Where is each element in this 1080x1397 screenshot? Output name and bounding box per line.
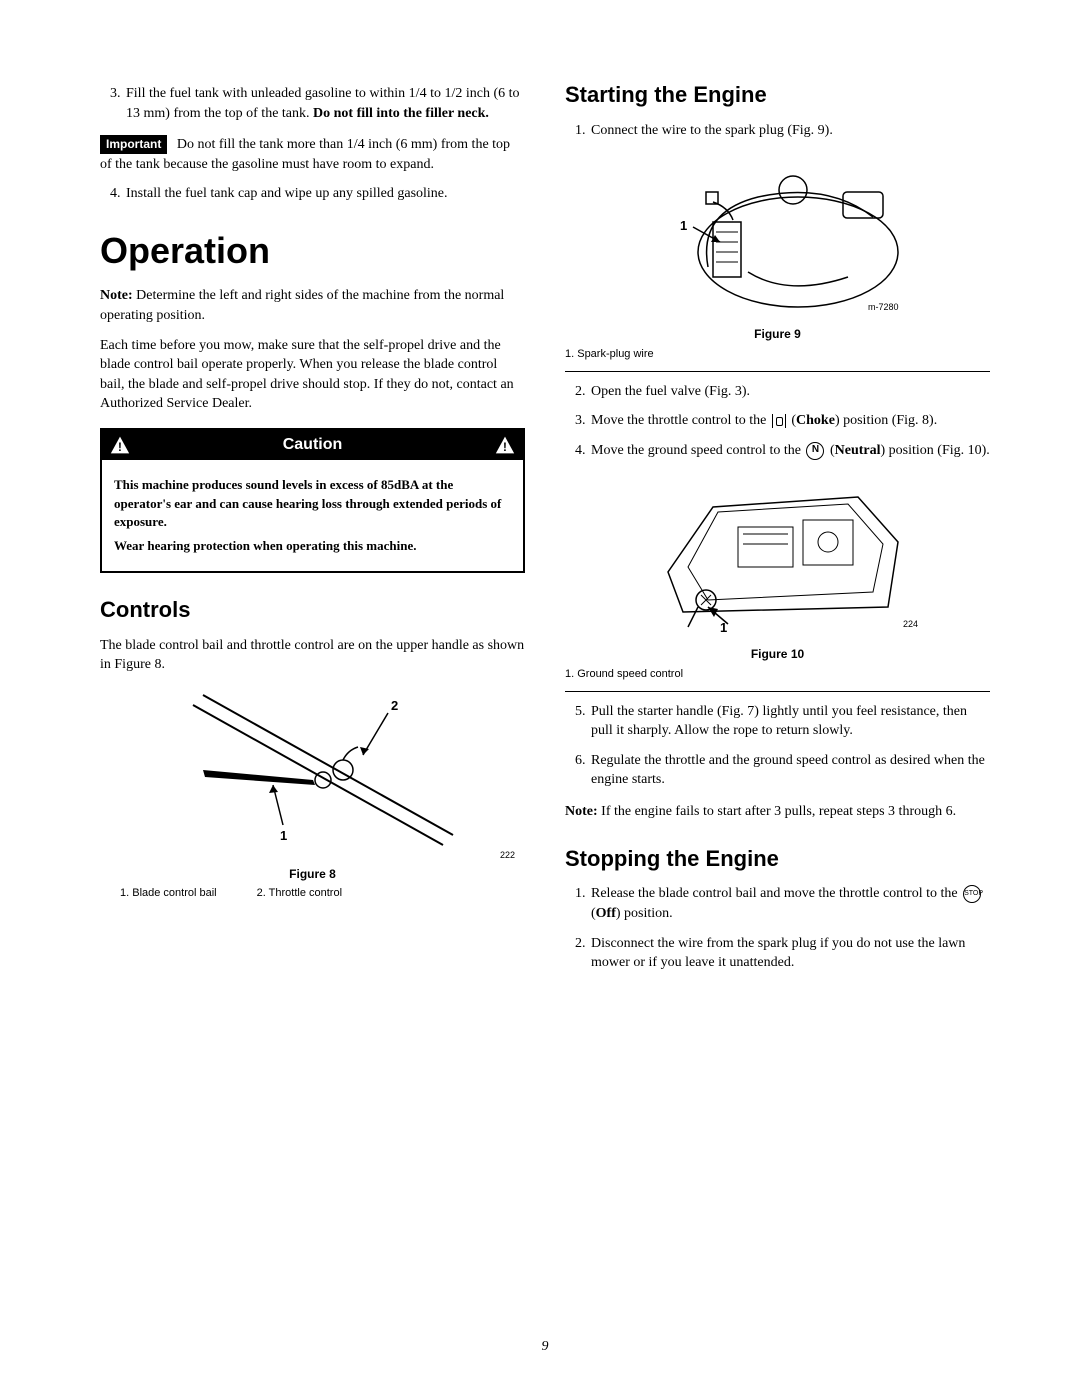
important-badge: Important [100,135,167,154]
svg-text:!: ! [503,441,507,454]
start-step-4: Move the ground speed control to the N (… [589,441,990,461]
fig10-legend-1: 1. Ground speed control [565,668,683,680]
important-note: Important Do not fill the tank more than… [100,135,525,174]
fig8-caption: Figure 8 [100,866,525,883]
s3-choke: Choke [796,413,835,428]
start-note: Note: If the engine fails to start after… [565,802,990,822]
start-step-1-text: Connect the wire to the spark plug (Fig.… [591,123,833,138]
choke-icon [772,414,786,428]
selfpropel-para: Each time before you mow, make sure that… [100,336,525,414]
two-column-layout: Fill the fuel tank with unleaded gasolin… [100,80,990,1307]
stop-step-2: Disconnect the wire from the spark plug … [589,934,990,973]
separator [565,371,990,372]
step-3: Fill the fuel tank with unleaded gasolin… [124,84,525,123]
caution-body: This machine produces sound levels in ex… [102,460,523,571]
figure-9-svg: 1 m-7280 [638,152,918,322]
fig9-legend-1: 1. Spark-plug wire [565,348,654,360]
note2-text: If the engine fails to start after 3 pul… [598,804,956,819]
page-number: 9 [100,1307,990,1357]
s3-b: ( [788,413,796,428]
heading-operation: Operation [100,226,525,276]
s3-a: Move the throttle control to the [591,413,770,428]
start-step-2: Open the fuel valve (Fig. 3). [589,382,990,402]
s4-neutral: Neutral [835,443,881,458]
step-4-text: Install the fuel tank cap and wipe up an… [126,186,448,201]
figure-10-svg: 1 224 [628,472,928,642]
fig8-legend-2: 2. Throttle control [257,886,342,901]
caution-box: ! Caution ! This machine produces sound … [100,428,525,573]
figure-8-svg: 2 1 [163,685,463,855]
figure-9: 1 m-7280 Figure 9 [565,152,990,343]
heading-starting: Starting the Engine [565,80,990,111]
fig8-callout-1: 1 [280,828,287,843]
fig8-legend-1: 1. Blade control bail [120,886,217,901]
fig9-internal-num: m-7280 [868,302,899,312]
st1-off: Off [596,906,616,921]
fig8-internal-num: 222 [100,849,525,862]
figure-8: 2 1 222 Figure 8 [100,685,525,882]
svg-text:!: ! [118,441,122,454]
starting-steps-1: Connect the wire to the spark plug (Fig.… [565,121,990,141]
note-text: Determine the left and right sides of th… [100,288,504,323]
s3-c: ) position (Fig. 8). [835,413,937,428]
heading-controls: Controls [100,595,525,626]
note-label: Note: [100,288,133,303]
left-column: Fill the fuel tank with unleaded gasolin… [100,80,525,1307]
fuel-steps-continued: Fill the fuel tank with unleaded gasolin… [100,84,525,123]
s6-text: Regulate the throttle and the ground spe… [591,753,985,788]
separator [565,691,990,692]
fuel-steps-4: Install the fuel tank cap and wipe up an… [100,184,525,204]
fig8-callout-2: 2 [391,698,398,713]
start-step-5: Pull the starter handle (Fig. 7) lightly… [589,702,990,741]
caution-p1: This machine produces sound levels in ex… [114,476,511,531]
caution-label: Caution [130,434,495,456]
page: Fill the fuel tank with unleaded gasolin… [0,0,1080,1397]
st1-c: ) position. [616,906,673,921]
st2-text: Disconnect the wire from the spark plug … [591,936,965,971]
fig8-legend: 1. Blade control bail 2. Throttle contro… [120,886,525,901]
controls-para: The blade control bail and throttle cont… [100,636,525,675]
warning-icon: ! [495,435,515,455]
starting-steps-2to4: Open the fuel valve (Fig. 3). Move the t… [565,382,990,461]
fig9-legend: 1. Spark-plug wire [565,347,990,362]
start-step-1: Connect the wire to the spark plug (Fig.… [589,121,990,141]
s4-a: Move the ground speed control to the [591,443,804,458]
right-column: Starting the Engine Connect the wire to … [565,80,990,1307]
s5-text: Pull the starter handle (Fig. 7) lightly… [591,704,967,739]
fig9-caption: Figure 9 [565,326,990,343]
note2-label: Note: [565,804,598,819]
fig10-internal-num: 224 [903,619,918,629]
fig10-caption: Figure 10 [565,646,990,663]
off-icon: STOP [963,885,981,903]
start-step-6: Regulate the throttle and the ground spe… [589,751,990,790]
heading-stopping: Stopping the Engine [565,844,990,875]
s4-b: ( [826,443,834,458]
starting-steps-5to6: Pull the starter handle (Fig. 7) lightly… [565,702,990,790]
step-3-bold: Do not fill into the filler neck. [313,106,489,121]
start-step-2-text: Open the fuel valve (Fig. 3). [591,384,750,399]
fig10-legend: 1. Ground speed control [565,667,990,682]
figure-10: 1 224 Figure 10 [565,472,990,663]
step-4: Install the fuel tank cap and wipe up an… [124,184,525,204]
operation-note: Note: Determine the left and right sides… [100,286,525,325]
fig9-callout-1: 1 [680,218,687,233]
caution-p2: Wear hearing protection when operating t… [114,537,511,555]
stop-step-1: Release the blade control bail and move … [589,884,990,923]
start-step-3: Move the throttle control to the (Choke)… [589,411,990,431]
warning-icon: ! [110,435,130,455]
neutral-icon: N [806,442,824,460]
stopping-steps: Release the blade control bail and move … [565,884,990,972]
s4-c: ) position (Fig. 10). [881,443,990,458]
st1-a: Release the blade control bail and move … [591,886,961,901]
caution-header: ! Caution ! [102,430,523,460]
